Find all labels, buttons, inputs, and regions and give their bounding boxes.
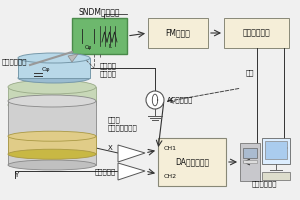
Bar [72, 18, 127, 54]
Bar [8, 87, 96, 105]
Bar [18, 58, 90, 78]
Text: ACバイアス: ACバイアス [167, 97, 194, 103]
Polygon shape [118, 163, 145, 180]
Bar [243, 160, 257, 163]
Bar [243, 148, 257, 158]
Text: アクチュエータ: アクチュエータ [108, 125, 138, 131]
Bar [224, 18, 289, 48]
Text: 高圧アンプ: 高圧アンプ [95, 169, 116, 175]
Text: Y: Y [14, 172, 18, 178]
Text: サンプル: サンプル [100, 63, 117, 69]
Text: カンチレバー: カンチレバー [2, 59, 28, 65]
Ellipse shape [18, 53, 90, 63]
Text: コンピュータ: コンピュータ [251, 181, 277, 187]
Ellipse shape [8, 160, 96, 170]
Ellipse shape [8, 95, 96, 107]
Text: FM復調器: FM復調器 [166, 28, 190, 38]
Text: ステージ: ステージ [100, 71, 117, 77]
Ellipse shape [8, 98, 96, 112]
Circle shape [146, 91, 164, 109]
Text: ディジタイザ: ディジタイザ [243, 28, 270, 38]
Text: DAコンバータ: DAコンバータ [175, 158, 209, 166]
Text: Cφ: Cφ [42, 68, 50, 72]
Bar [8, 136, 96, 154]
Bar [148, 18, 208, 48]
Text: CH1: CH1 [164, 146, 177, 150]
Ellipse shape [8, 131, 96, 141]
Ellipse shape [18, 73, 90, 83]
Polygon shape [118, 145, 145, 162]
Ellipse shape [8, 149, 96, 159]
Text: 同期: 同期 [245, 70, 254, 76]
Bar [158, 138, 226, 186]
Bar [262, 172, 290, 180]
Text: L: L [109, 45, 112, 49]
Bar [240, 143, 260, 181]
Text: SNDMプローブ: SNDMプローブ [78, 7, 120, 17]
Bar [262, 138, 290, 164]
Bar [8, 101, 96, 165]
Text: CH2: CH2 [164, 173, 177, 178]
Text: ピエゾ: ピエゾ [108, 117, 121, 123]
Bar [265, 141, 287, 159]
Text: Cφ: Cφ [84, 45, 92, 49]
Polygon shape [68, 54, 78, 62]
Text: X: X [108, 145, 113, 151]
Ellipse shape [8, 80, 96, 94]
